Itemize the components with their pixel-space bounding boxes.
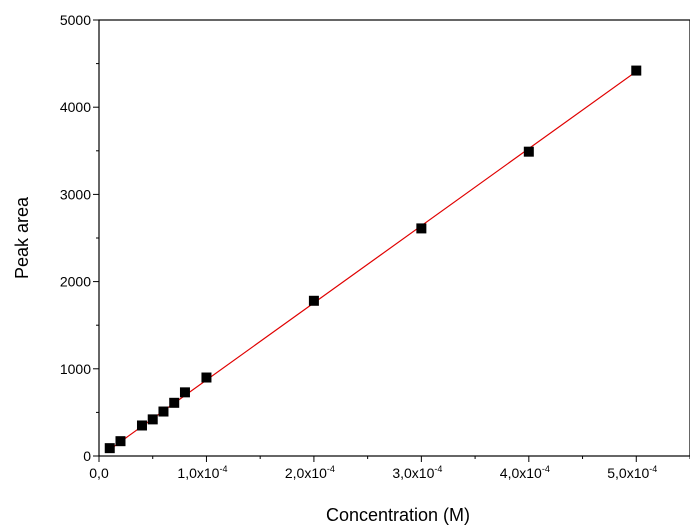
data-point — [169, 397, 180, 408]
data-point — [523, 146, 534, 157]
y-tick-label: 0 — [83, 448, 91, 464]
fit-line — [109, 70, 637, 450]
x-tick-label: 3,0x10-4 — [392, 464, 442, 481]
data-point — [201, 372, 212, 383]
y-axis-title: Peak area — [12, 196, 32, 279]
data-point — [115, 436, 126, 447]
data-points — [104, 65, 642, 454]
data-point — [158, 406, 169, 417]
x-tick-label: 0,0 — [89, 465, 109, 481]
x-axis-ticks: 0,0 1,0x10-4 2,0x10-4 3,0x10-4 4,0x10-4 5,0x1… — [89, 456, 690, 481]
x-tick-label: 5,0x10-4 — [607, 464, 657, 481]
y-tick-label: 4000 — [60, 99, 91, 115]
data-point — [136, 420, 147, 431]
data-point — [631, 65, 642, 76]
y-tick-label: 2000 — [60, 274, 91, 290]
x-tick-label: 2,0x10-4 — [285, 464, 335, 481]
x-axis-title: Concentration (M) — [326, 505, 470, 525]
y-tick-label: 5000 — [60, 12, 91, 28]
x-tick-label: 1,0x10-4 — [177, 464, 227, 481]
data-point — [104, 443, 115, 454]
data-point — [416, 223, 427, 234]
data-point — [308, 295, 319, 306]
y-tick-label: 3000 — [60, 186, 91, 202]
y-tick-label: 1000 — [60, 361, 91, 377]
data-point — [147, 414, 158, 425]
y-axis-ticks: 0 1000 2000 3000 4000 5000 — [60, 12, 99, 464]
x-tick-label: 4,0x10-4 — [500, 464, 550, 481]
data-point — [179, 387, 190, 398]
